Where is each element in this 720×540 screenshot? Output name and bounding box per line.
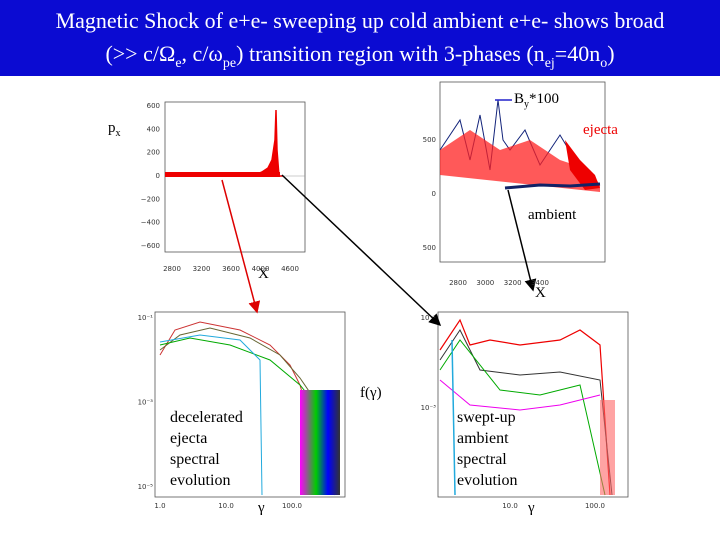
title-subscript: pe bbox=[223, 56, 236, 71]
title-subscript: e bbox=[175, 56, 181, 71]
gamma-label: γ bbox=[257, 500, 265, 516]
spectrum-curve bbox=[159, 334, 263, 496]
x-tick-label: 4600 bbox=[281, 265, 299, 273]
px-plot bbox=[164, 101, 306, 253]
y-tick-label: 500 bbox=[423, 244, 436, 252]
ejecta-spectrum-plot bbox=[154, 311, 346, 498]
y-tick-label: −200 bbox=[141, 195, 160, 203]
by-plot bbox=[439, 81, 606, 263]
y-tick-label: 10⁻⁵ bbox=[138, 483, 154, 491]
x-tick-label: 1.0 bbox=[154, 502, 165, 510]
x-tick-label: 2800 bbox=[163, 265, 181, 273]
x-tick-label: 10.0 bbox=[218, 502, 234, 510]
title-line-2: (>> c/Ωe, c/ωpe) transition region with … bbox=[105, 41, 614, 71]
x-tick-label: 3000 bbox=[476, 279, 494, 287]
arrow bbox=[281, 174, 442, 327]
spectrum-curve bbox=[439, 318, 611, 496]
title-subscript: o bbox=[600, 56, 607, 71]
axes-frame bbox=[437, 311, 629, 498]
spectrum-curve bbox=[439, 379, 601, 411]
label-text: B bbox=[514, 91, 524, 107]
label-suffix: *100 bbox=[529, 91, 559, 107]
y-tick-label: 200 bbox=[147, 149, 160, 157]
f-gamma-label: f(γ) bbox=[360, 385, 382, 401]
title-text: ) bbox=[607, 41, 614, 66]
y-tick-label: 10⁻¹ bbox=[138, 314, 154, 322]
y-tick-label: −400 bbox=[141, 219, 160, 227]
ejecta-edge bbox=[565, 140, 600, 190]
ambient-label: ambient bbox=[528, 207, 577, 223]
annotation-line: swept-up bbox=[457, 409, 516, 426]
arrow bbox=[221, 179, 261, 314]
y-tick-label: 500 bbox=[423, 136, 436, 144]
x-tick-label: 3600 bbox=[222, 265, 240, 273]
ejecta-label: ejecta bbox=[583, 122, 618, 138]
arrow bbox=[507, 189, 537, 292]
px-label: px bbox=[108, 120, 121, 139]
title-subscript: ej bbox=[545, 56, 555, 71]
label-sub: y bbox=[524, 99, 529, 110]
gamma-label: γ bbox=[527, 500, 535, 516]
title-text: , c/ω bbox=[182, 41, 223, 66]
label-text: p bbox=[108, 120, 116, 136]
spectrum-cutoffs bbox=[600, 400, 615, 495]
annotation-line: ejecta bbox=[170, 430, 207, 447]
x-label: X bbox=[258, 266, 269, 282]
ambient-scatter bbox=[504, 182, 601, 190]
y-tick-label: 600 bbox=[147, 102, 160, 110]
title-band bbox=[0, 0, 720, 76]
y-tick-label: 0 bbox=[156, 172, 160, 180]
x-tick-label: 3200 bbox=[193, 265, 211, 273]
label-sub: x bbox=[116, 128, 121, 139]
phase-space-curve bbox=[164, 109, 283, 177]
x-tick-label: 100.0 bbox=[282, 502, 302, 510]
title-line-1: Magnetic Shock of e+e- sweeping up cold … bbox=[56, 8, 665, 33]
annotation-line: spectral bbox=[170, 451, 220, 468]
spectrum-curve bbox=[439, 329, 613, 496]
y-tick-label: 10⁻³ bbox=[138, 399, 154, 407]
title-text: =40n bbox=[555, 41, 600, 66]
x-tick-label: 100.0 bbox=[585, 502, 605, 510]
y-tick-label: 10⁻³ bbox=[421, 404, 437, 412]
x-tick-label: 2800 bbox=[449, 279, 467, 287]
annotation-line: evolution bbox=[457, 472, 517, 489]
annotation-line: spectral bbox=[457, 451, 507, 468]
spectrum-curve bbox=[451, 339, 456, 496]
annotation-line: evolution bbox=[170, 472, 230, 489]
ejecta-scatter bbox=[440, 130, 600, 192]
spectrum-cutoffs bbox=[300, 390, 340, 495]
x-tick-label: 10.0 bbox=[502, 502, 518, 510]
x-label: X bbox=[535, 285, 546, 301]
annotation-line: decelerated bbox=[170, 409, 243, 426]
title-text: ) transition region with 3-phases (n bbox=[236, 41, 545, 66]
title-text: (>> c/Ω bbox=[105, 41, 175, 66]
phase-space-band bbox=[165, 172, 280, 177]
y-tick-label: 10⁻¹ bbox=[421, 314, 437, 322]
ambient-spectrum-plot bbox=[437, 311, 629, 498]
y-tick-label: 400 bbox=[147, 125, 160, 133]
y-tick-label: −600 bbox=[141, 242, 160, 250]
annotation-line: ambient bbox=[457, 430, 509, 447]
spectrum-curve bbox=[439, 339, 606, 496]
x-tick-label: 4000 bbox=[252, 265, 270, 273]
by-label: By*100 bbox=[514, 91, 559, 110]
y-tick-label: 0 bbox=[432, 190, 436, 198]
x-tick-label: 3400 bbox=[531, 279, 549, 287]
x-tick-label: 3200 bbox=[504, 279, 522, 287]
